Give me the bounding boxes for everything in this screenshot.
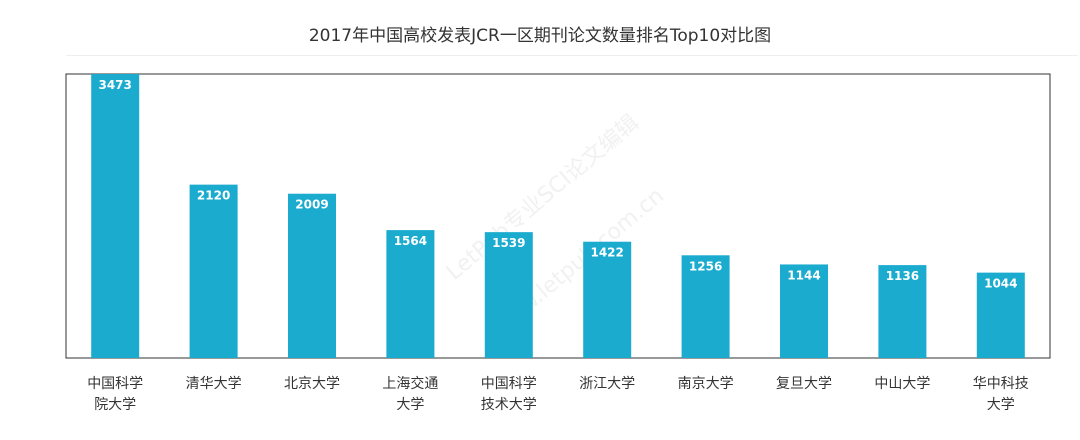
bar: [91, 74, 140, 358]
x-tick-label: 大学: [396, 397, 424, 413]
data-label: 3473: [98, 78, 131, 92]
data-label: 2120: [197, 189, 230, 203]
bar: [189, 184, 238, 358]
data-label: 1256: [689, 259, 722, 273]
bar: [583, 241, 632, 358]
x-tick-label: 清华大学: [186, 376, 242, 392]
bar: [288, 193, 336, 358]
chart-title: 2017年中国高校发表JCR一区期刊论文数量排名Top10对比图: [308, 26, 772, 46]
x-tick-label: 华中科技: [973, 376, 1029, 392]
data-label: 1136: [886, 269, 919, 283]
bar: [878, 265, 927, 358]
x-tick-label: 上海交通: [382, 375, 438, 392]
data-label: 1044: [984, 277, 1017, 291]
data-label: 1564: [394, 234, 427, 248]
x-tick-label: 中国科学: [87, 376, 143, 392]
x-tick-label: 北京大学: [284, 376, 340, 392]
title-divider: [66, 55, 1078, 56]
bar: [484, 232, 533, 358]
data-label: 1144: [787, 268, 820, 282]
bar: [976, 272, 1025, 358]
x-tick-label: 院大学: [94, 397, 136, 413]
bar: [780, 264, 828, 358]
x-tick-label: 中山大学: [874, 376, 930, 392]
x-tick-label: 中国科学: [481, 376, 537, 392]
data-label: 1422: [590, 246, 623, 260]
x-tick-label: 南京大学: [678, 376, 734, 392]
bar: [386, 230, 435, 358]
plot-frame: [65, 73, 1051, 359]
x-tick-label: 复旦大学: [776, 375, 832, 392]
x-tick-label: 技术大学: [481, 397, 537, 413]
x-tick-label: 大学: [987, 397, 1015, 413]
x-tick-label: 浙江大学: [579, 376, 635, 392]
data-label: 2009: [295, 198, 328, 212]
data-label: 1539: [492, 236, 525, 250]
bar: [681, 255, 730, 358]
